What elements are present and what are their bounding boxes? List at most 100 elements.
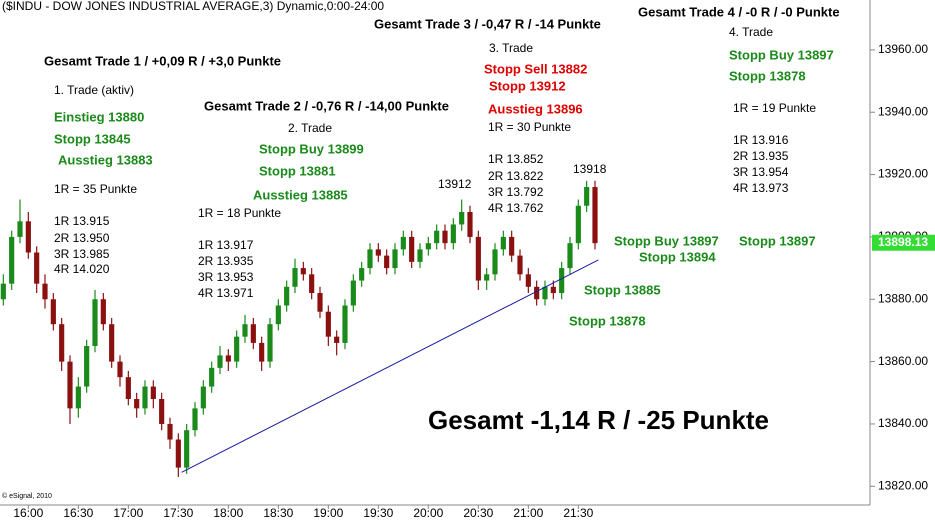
candle-body: [517, 255, 523, 275]
annotation: 2R 13.822: [488, 169, 544, 183]
candle-body: [225, 355, 231, 362]
x-tick-label: 16:30: [63, 506, 93, 520]
candle-body: [292, 268, 298, 287]
annotation: Gesamt Trade 3 / -0,47 R / -14 Punkte: [374, 16, 601, 31]
annotation: 1R = 18 Punkte: [198, 206, 281, 220]
x-tick-label: 21:00: [513, 506, 543, 520]
candle-body: [150, 386, 156, 400]
x-tick-label: 16:00: [13, 506, 43, 520]
candle-body: [442, 230, 448, 244]
candle-body: [9, 236, 15, 284]
candle-body: [159, 399, 165, 424]
candle-body: [67, 361, 73, 409]
candle-body: [259, 342, 265, 362]
candle-body: [309, 274, 315, 294]
candle-body: [217, 355, 223, 368]
candle-body: [175, 439, 181, 468]
annotation: 1R 13.916: [733, 133, 789, 147]
annotation: Stopp Sell 13882: [484, 61, 587, 76]
candle-body: [167, 423, 173, 440]
candle-body: [475, 236, 481, 281]
candle-body: [142, 386, 148, 409]
annotation: Ausstieg 13885: [253, 187, 348, 202]
candle-body: [284, 286, 290, 306]
x-tick-label: 17:00: [113, 506, 143, 520]
candle-body: [342, 305, 348, 343]
candle-body: [509, 236, 515, 256]
candle-body: [409, 236, 415, 262]
credit: © eSignal, 2010: [2, 492, 52, 500]
x-tick-label: 21:30: [563, 506, 593, 520]
candle-body: [542, 286, 548, 300]
candle-body: [134, 399, 140, 409]
candle-body: [467, 211, 473, 237]
annotation: 1R 13.915: [54, 214, 110, 228]
candle-body: [450, 224, 456, 244]
trendline: [181, 259, 599, 473]
candle-body: [75, 386, 81, 409]
annotation: 2R 13.950: [54, 231, 110, 245]
annotation: 13918: [573, 162, 607, 176]
annotation: 4R 13.971: [198, 286, 254, 300]
annotation: 4. Trade: [729, 25, 773, 39]
annotation: 1R = 19 Punkte: [733, 101, 816, 115]
candle-body: [434, 230, 440, 244]
candle-body: [275, 305, 281, 325]
candle-body: [200, 386, 206, 409]
candle-body: [59, 324, 65, 362]
annotation: 4R 13.973: [733, 181, 789, 195]
candle-body: [34, 252, 40, 284]
candle-body: [17, 221, 23, 237]
annotation: Stopp 13894: [639, 249, 716, 264]
annotation: Stopp 13897: [739, 233, 816, 248]
annotation: 3R 13.954: [733, 165, 789, 179]
annotation: 3R 13.792: [488, 185, 544, 199]
candle-body: [575, 205, 581, 244]
last-price-tag: [872, 234, 935, 251]
annotation: Ausstieg 13883: [58, 152, 153, 167]
annotation: 3R 13.985: [54, 247, 110, 261]
candle-body: [250, 324, 256, 343]
candle-body: [84, 346, 90, 387]
candle-body: [350, 280, 356, 306]
candle-body: [234, 336, 240, 362]
y-tick-label: 13820.00: [878, 478, 928, 492]
annotation: 13912: [438, 177, 472, 191]
candle-body: [500, 236, 506, 250]
y-tick-label: 13860.00: [878, 354, 928, 368]
candle-body: [92, 299, 98, 347]
candle-body: [567, 243, 573, 269]
candle-body: [459, 211, 465, 225]
annotation: 1R 13.917: [198, 238, 254, 252]
annotation: Stopp 13878: [729, 68, 806, 83]
chart-title: ($INDU - DOW JONES INDUSTRIAL AVERAGE,3)…: [2, 0, 384, 13]
candle-body: [209, 367, 215, 387]
x-tick-label: 18:00: [213, 506, 243, 520]
x-tick-label: 19:30: [363, 506, 393, 520]
annotation: 3. Trade: [489, 41, 533, 55]
candle-body: [425, 243, 431, 250]
annotation: Ausstieg 13896: [488, 101, 583, 116]
candle-body: [242, 324, 248, 337]
y-tick-label: 13880.00: [878, 291, 928, 305]
candle-body: [325, 311, 331, 337]
y-tick-label: 13960.00: [878, 42, 928, 56]
candle-body: [592, 187, 598, 244]
x-tick-label: 18:30: [263, 506, 293, 520]
annotation: Stopp 13878: [569, 313, 646, 328]
candle-body: [417, 249, 423, 262]
annotation: 3R 13.953: [198, 270, 254, 284]
candle-body: [192, 408, 198, 431]
annotation: 2. Trade: [288, 121, 332, 135]
y-tick-label: 13920.00: [878, 167, 928, 181]
annotation: Stopp Buy 13897: [729, 47, 834, 62]
candle-body: [384, 255, 390, 269]
y-tick-label: 13940.00: [878, 104, 928, 118]
candle-body: [267, 324, 273, 362]
candle-body: [0, 283, 6, 300]
candle-body: [184, 430, 190, 468]
x-tick-label: 20:30: [463, 506, 493, 520]
annotation: Stopp Buy 13899: [259, 141, 364, 156]
